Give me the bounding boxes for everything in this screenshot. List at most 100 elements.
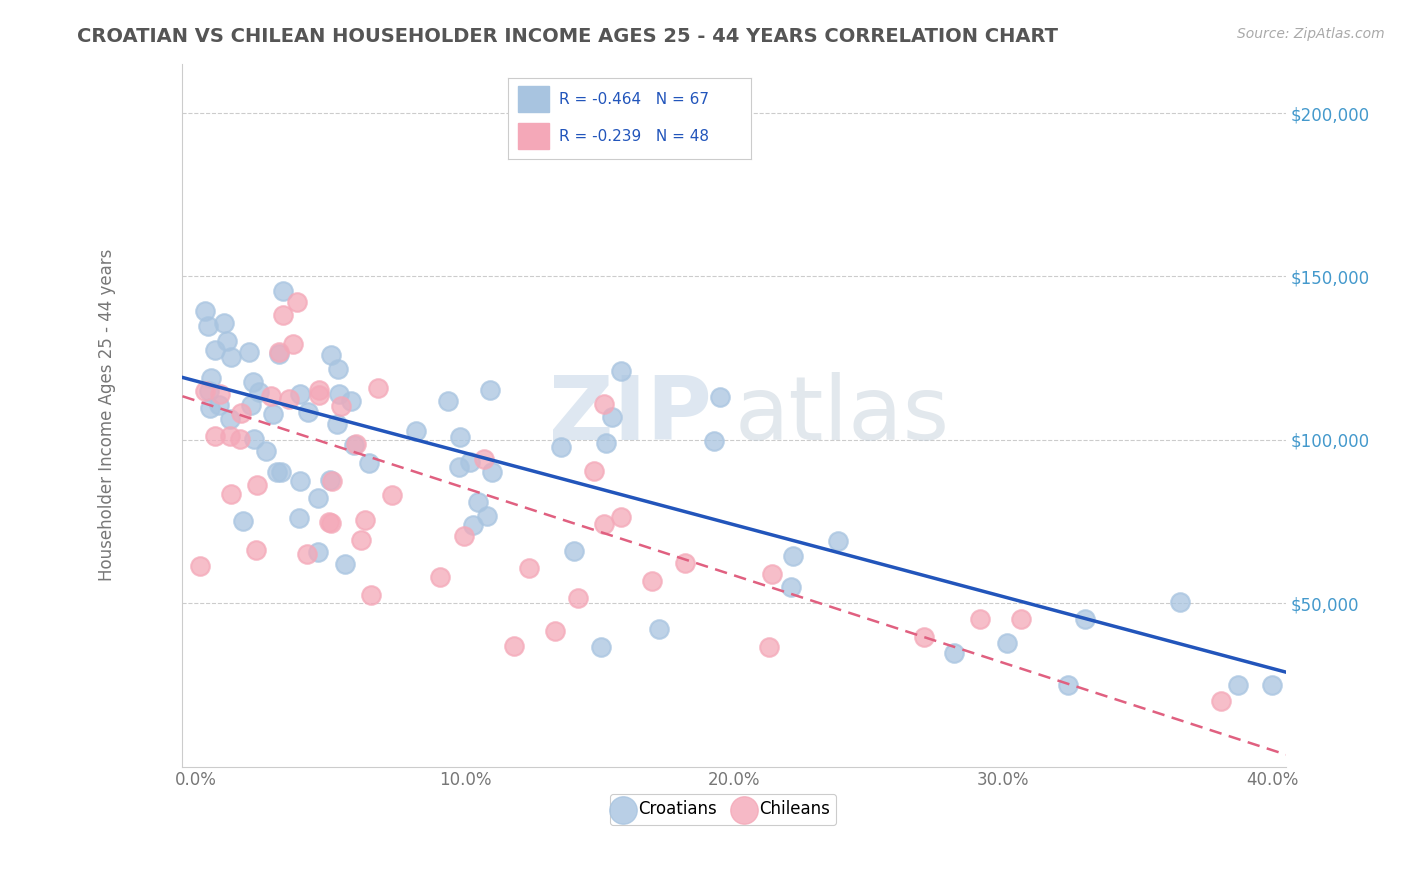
Point xyxy=(308,388,330,402)
Point xyxy=(321,516,343,530)
Point xyxy=(429,569,451,583)
Point xyxy=(595,435,617,450)
Point xyxy=(247,384,270,399)
Point xyxy=(562,544,585,558)
Point xyxy=(288,387,311,401)
Point xyxy=(273,308,295,322)
Text: Source: ZipAtlas.com: Source: ZipAtlas.com xyxy=(1237,27,1385,41)
Point xyxy=(350,533,373,548)
Point xyxy=(242,432,264,446)
Point xyxy=(229,432,252,446)
Point xyxy=(307,491,329,506)
Point xyxy=(232,515,254,529)
Point xyxy=(194,384,217,398)
Point xyxy=(995,636,1018,650)
Text: CROATIAN VS CHILEAN HOUSEHOLDER INCOME AGES 25 - 44 YEARS CORRELATION CHART: CROATIAN VS CHILEAN HOUSEHOLDER INCOME A… xyxy=(77,27,1059,45)
Point xyxy=(582,464,605,478)
Text: ZIP: ZIP xyxy=(550,372,711,458)
Point xyxy=(405,424,427,438)
Point xyxy=(641,574,664,588)
Point xyxy=(475,508,498,523)
Point xyxy=(1010,612,1032,626)
Point xyxy=(610,509,633,524)
Point xyxy=(600,410,623,425)
Point xyxy=(219,350,242,364)
Point xyxy=(246,478,269,492)
Point xyxy=(1227,678,1250,692)
Point xyxy=(214,316,236,330)
Point xyxy=(648,622,671,636)
Point xyxy=(266,466,288,480)
Point xyxy=(277,392,299,406)
Point xyxy=(458,455,481,469)
Text: Householder Income Ages 25 - 44 years: Householder Income Ages 25 - 44 years xyxy=(98,249,117,582)
Legend: Croatians, Chileans: Croatians, Chileans xyxy=(610,794,837,825)
Point xyxy=(204,343,226,358)
Point xyxy=(259,389,281,403)
Point xyxy=(912,630,935,644)
Point xyxy=(589,640,612,655)
Point xyxy=(194,303,217,318)
Point xyxy=(567,591,589,606)
Point xyxy=(827,533,849,548)
Point xyxy=(267,345,290,359)
Point xyxy=(1074,612,1097,626)
Point xyxy=(467,495,489,509)
Point xyxy=(367,381,389,395)
Point xyxy=(544,624,567,638)
Point xyxy=(503,639,526,653)
Point xyxy=(318,515,340,529)
Point xyxy=(229,406,252,420)
Point xyxy=(321,474,343,488)
Text: atlas: atlas xyxy=(734,372,949,458)
Point xyxy=(271,285,294,299)
Point xyxy=(381,488,404,502)
Point xyxy=(481,465,503,479)
Point xyxy=(308,383,330,397)
Point xyxy=(242,375,264,389)
Point xyxy=(703,434,725,449)
Point xyxy=(281,337,304,351)
Point xyxy=(463,518,485,533)
Point xyxy=(354,513,377,527)
Point xyxy=(333,558,356,572)
Point xyxy=(1260,678,1282,692)
Point xyxy=(270,465,292,479)
Point xyxy=(517,561,540,575)
Point xyxy=(346,436,368,450)
Point xyxy=(288,511,311,525)
Point xyxy=(709,390,731,404)
Point xyxy=(478,383,501,397)
Point xyxy=(207,398,229,412)
Point xyxy=(761,567,783,582)
Point xyxy=(190,558,212,573)
Point xyxy=(245,542,267,557)
Point xyxy=(297,405,319,419)
Point xyxy=(218,429,240,443)
Point xyxy=(318,473,340,487)
Point xyxy=(262,407,284,421)
Point xyxy=(942,647,965,661)
Point xyxy=(215,334,238,348)
Point xyxy=(472,452,495,467)
Point xyxy=(321,348,343,362)
Point xyxy=(1211,694,1233,708)
Point xyxy=(449,429,471,443)
Point xyxy=(326,362,349,376)
Point xyxy=(453,529,475,543)
Point xyxy=(198,384,221,399)
Point xyxy=(295,547,318,561)
Point xyxy=(239,398,262,412)
Point xyxy=(758,640,780,655)
Point xyxy=(1170,595,1192,609)
Point xyxy=(592,397,614,411)
Point xyxy=(343,438,366,452)
Point xyxy=(436,394,458,409)
Point xyxy=(1057,678,1080,692)
Point xyxy=(219,411,242,425)
Point xyxy=(592,516,614,531)
Point xyxy=(328,387,350,401)
Point xyxy=(359,456,381,470)
Point xyxy=(360,588,382,602)
Point xyxy=(285,295,308,310)
